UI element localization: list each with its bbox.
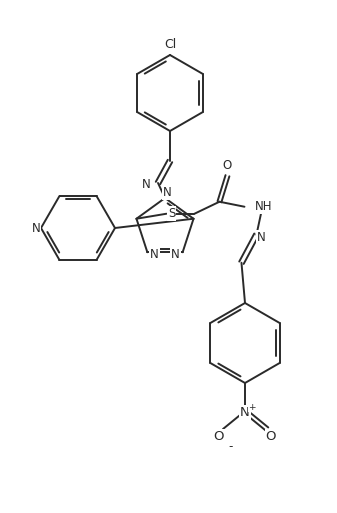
Text: S: S (168, 207, 175, 220)
Text: O: O (266, 430, 276, 444)
Text: O: O (214, 430, 224, 444)
Text: N: N (163, 187, 172, 200)
Text: O: O (223, 159, 232, 172)
Text: N: N (240, 406, 250, 420)
Text: N: N (150, 248, 159, 261)
Text: N: N (171, 248, 180, 261)
Text: +: + (248, 403, 256, 411)
Text: N: N (142, 179, 151, 191)
Text: Cl: Cl (164, 38, 176, 51)
Text: -: - (229, 441, 233, 453)
Text: NH: NH (254, 200, 272, 213)
Text: N: N (257, 231, 266, 244)
Text: N: N (32, 222, 40, 234)
